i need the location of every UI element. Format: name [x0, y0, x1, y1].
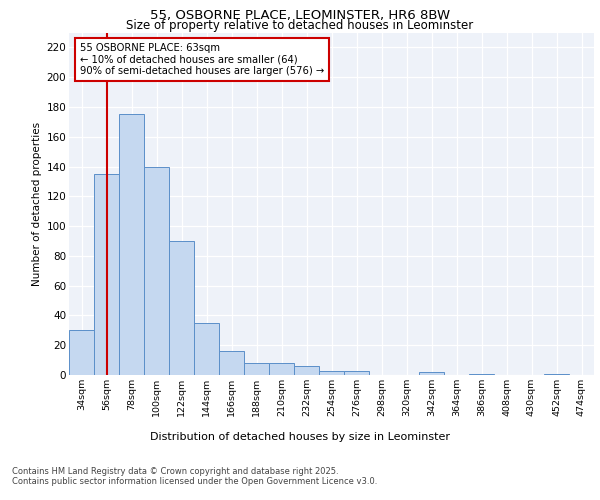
Bar: [544, 374, 569, 375]
Bar: [344, 370, 369, 375]
Bar: [169, 241, 194, 375]
Text: Size of property relative to detached houses in Leominster: Size of property relative to detached ho…: [127, 19, 473, 32]
Bar: [144, 166, 169, 375]
Bar: [294, 366, 319, 375]
Text: 55, OSBORNE PLACE, LEOMINSTER, HR6 8BW: 55, OSBORNE PLACE, LEOMINSTER, HR6 8BW: [150, 9, 450, 22]
Text: Distribution of detached houses by size in Leominster: Distribution of detached houses by size …: [150, 432, 450, 442]
Bar: [469, 374, 494, 375]
Bar: [219, 351, 244, 375]
Text: 55 OSBORNE PLACE: 63sqm
← 10% of detached houses are smaller (64)
90% of semi-de: 55 OSBORNE PLACE: 63sqm ← 10% of detache…: [79, 43, 324, 76]
Bar: [119, 114, 144, 375]
Bar: [269, 363, 294, 375]
Text: Contains public sector information licensed under the Open Government Licence v3: Contains public sector information licen…: [12, 477, 377, 486]
Text: Contains HM Land Registry data © Crown copyright and database right 2025.: Contains HM Land Registry data © Crown c…: [12, 468, 338, 476]
Bar: [94, 174, 119, 375]
Bar: [69, 330, 94, 375]
Bar: [419, 372, 444, 375]
Bar: [244, 363, 269, 375]
Bar: [194, 323, 219, 375]
Bar: [319, 370, 344, 375]
Y-axis label: Number of detached properties: Number of detached properties: [32, 122, 43, 286]
